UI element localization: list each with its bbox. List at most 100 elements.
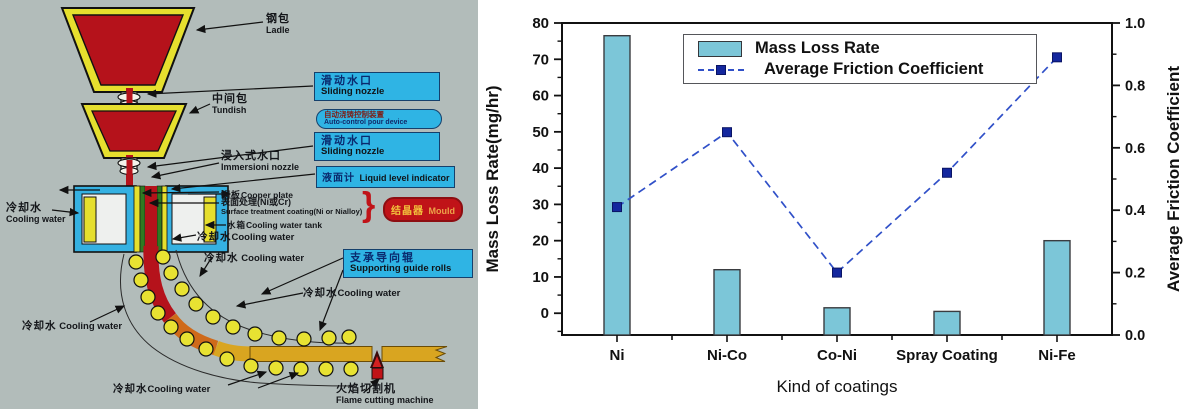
label-immersion-nozzle: 浸入式水口 Immersioni nozzle — [221, 150, 300, 173]
x-axis-title: Kind of coatings — [777, 377, 898, 396]
label-ladle-en: Ladle — [266, 24, 290, 35]
callout-auto-control: 自动浇铸控制装置 Auto-control pour device — [316, 109, 442, 129]
label-copper-zh: 铜板 — [221, 190, 242, 200]
bar-Co-Ni — [823, 307, 851, 336]
callout-mould: 结晶器 Mould — [383, 197, 463, 223]
callout-liquid-level: 液面计 Liquid level indicator — [316, 166, 456, 188]
label-cooling-water-mould: 冷却水Cooling water — [197, 229, 294, 244]
label-ladle: 钢包 Ladle — [266, 13, 290, 36]
label-cw-ll-zh: 冷却水 — [22, 320, 57, 332]
bar-Ni — [603, 34, 631, 336]
bar-Ni-Co — [713, 268, 741, 336]
friction-marker-Spray Coating — [942, 167, 952, 178]
label-cw-roll1-en: Cooling water — [241, 253, 305, 264]
friction-marker-Co-Ni — [832, 267, 842, 278]
label-cw-bottom-zh: 冷却水 — [113, 383, 148, 395]
friction-marker-Ni-Co — [722, 127, 732, 138]
mould-shape — [73, 185, 229, 256]
legend-mass-loss-label: Mass Loss Rate — [755, 39, 880, 57]
ladle-shape — [60, 7, 196, 114]
brace-glyph: } — [362, 186, 376, 224]
callout-sn2-en: Sliding nozzle — [321, 146, 385, 158]
friction-line — [616, 56, 1058, 274]
callout-ll-en: Liquid level indicator — [359, 173, 450, 183]
callout-sliding-nozzle-2: 滑动水口 Sliding nozzle — [314, 132, 440, 161]
chart-legend: Mass Loss Rate Average Friction Coeffici… — [683, 34, 1037, 84]
coatings-chart: 0 10 20 30 40 50 60 70 80 0.0 0.2 0.4 0.6 0.8 1.0 Ni Ni-… — [478, 0, 1198, 409]
callout-sr-en: Supporting guide rolls — [350, 263, 452, 275]
label-cw-roll2-zh: 冷却水 — [303, 287, 338, 299]
y-right-tick-label: 0.2 — [1125, 266, 1145, 282]
flame-cutter-shape — [370, 350, 384, 380]
label-cw-roll1-zh: 冷却水 — [204, 252, 239, 264]
y-left-tick-label: 10 — [532, 269, 549, 286]
y-right-tick-label: 1.0 — [1125, 16, 1145, 32]
x-category-label: Spray Coating — [896, 347, 998, 364]
y-right-tick-label: 0.0 — [1125, 328, 1145, 344]
legend-bar-swatch — [698, 40, 742, 57]
y-left-tick-label: 40 — [532, 160, 549, 177]
label-surface-zh: 表面处理(Ni或Cr) — [221, 197, 291, 207]
x-category-label: Ni-Fe — [1038, 347, 1076, 364]
callout-sliding-nozzle-1: 滑动水口 Sliding nozzle — [314, 72, 440, 101]
label-flame-en: Flame cutting machine — [336, 394, 434, 405]
y-left-tick-label: 20 — [532, 233, 549, 250]
label-tundish: 中间包 Tundish — [212, 93, 248, 116]
label-cw-bottom-en: Cooling water — [147, 384, 211, 395]
y-right-tick-label: 0.6 — [1125, 141, 1145, 157]
legend-item-mass-loss: Mass Loss Rate — [698, 38, 1036, 59]
label-copper-en: Cooper plate — [241, 190, 293, 200]
callout-ac-zh: 自动浇铸控制装置 — [324, 110, 384, 119]
label-cooling-water-roll2: 冷却水Cooling water — [303, 285, 400, 300]
label-flame-zh: 火焰切割机 — [336, 383, 396, 395]
label-cw-left-zh: 冷却水 — [6, 202, 42, 214]
label-cooling-water-roll1: 冷却水 Cooling water — [204, 250, 304, 265]
continuous-casting-diagram: 钢包 Ladle 中间包 Tundish 浸入式水口 Immersioni no… — [0, 0, 478, 409]
callout-supporting-rolls: 支承导向辊 Supporting guide rolls — [343, 249, 473, 278]
label-cooling-water-left: 冷却水 Cooling water — [6, 202, 66, 225]
y-right-axis-title: Average Friction Coefficient — [1164, 66, 1183, 292]
x-category-label: Ni-Co — [707, 347, 747, 364]
label-cw-roll2-en: Cooling water — [337, 288, 401, 299]
label-ladle-zh: 钢包 — [266, 13, 290, 25]
label-immersion-en: Immersioni nozzle — [221, 161, 300, 172]
legend-friction-label: Average Friction Coefficient — [764, 60, 984, 78]
bar-Ni-Fe — [1043, 239, 1071, 336]
friction-marker-Ni — [612, 202, 622, 213]
label-tundish-zh: 中间包 — [212, 93, 248, 105]
callout-sn1-zh: 滑动水口 — [321, 75, 373, 87]
y-left-axis-title: Mass Loss Rate(mg/hr) — [483, 85, 502, 272]
legend-line-swatch — [698, 65, 744, 75]
label-tundish-en: Tundish — [212, 104, 247, 115]
leader-arrows — [51, 21, 380, 392]
label-cw-mould-zh: 冷却水 — [197, 231, 232, 243]
casting-machine-art — [51, 7, 448, 392]
label-surface-en: Surface treatment coating(Ni or Nialloy) — [221, 206, 363, 216]
x-category-label: Co-Ni — [817, 347, 857, 364]
label-immersion-zh: 浸入式水口 — [221, 150, 281, 162]
tundish-shape — [80, 103, 188, 189]
guide-rollers — [128, 249, 359, 377]
callout-ll-zh: 液面计 — [322, 173, 355, 184]
label-water-tank: 水箱Cooling water tank — [227, 219, 322, 231]
y-left-tick-label: 70 — [532, 51, 549, 68]
y-right-tick-label: 0.4 — [1125, 203, 1145, 219]
label-flame-cutter: 火焰切割机 Flame cutting machine — [336, 383, 434, 406]
y-left-tick-label: 50 — [532, 124, 549, 141]
y-left-tick-label: 30 — [532, 196, 549, 213]
label-water-tank-en: Cooling water tank — [246, 220, 323, 230]
callout-sn1-en: Sliding nozzle — [321, 86, 385, 98]
label-cooling-water-bottom: 冷却水Cooling water — [113, 381, 210, 396]
x-category-label: Ni — [610, 347, 625, 364]
friction-marker-Ni-Fe — [1052, 52, 1062, 63]
callout-sr-zh: 支承导向辊 — [350, 252, 415, 264]
label-copper-plate: 铜板Cooper plate — [221, 188, 293, 201]
label-water-tank-zh: 水箱 — [227, 220, 247, 230]
label-surface-treatment: 表面处理(Ni或Cr) Surface treatment coating(Ni… — [221, 197, 363, 216]
callout-sn2-zh: 滑动水口 — [321, 135, 373, 147]
legend-item-friction: Average Friction Coefficient — [698, 59, 1036, 80]
bar-Spray Coating — [933, 310, 961, 336]
callout-mould-zh: 结晶器 — [391, 206, 424, 217]
y-left-tick-label: 80 — [532, 15, 549, 32]
